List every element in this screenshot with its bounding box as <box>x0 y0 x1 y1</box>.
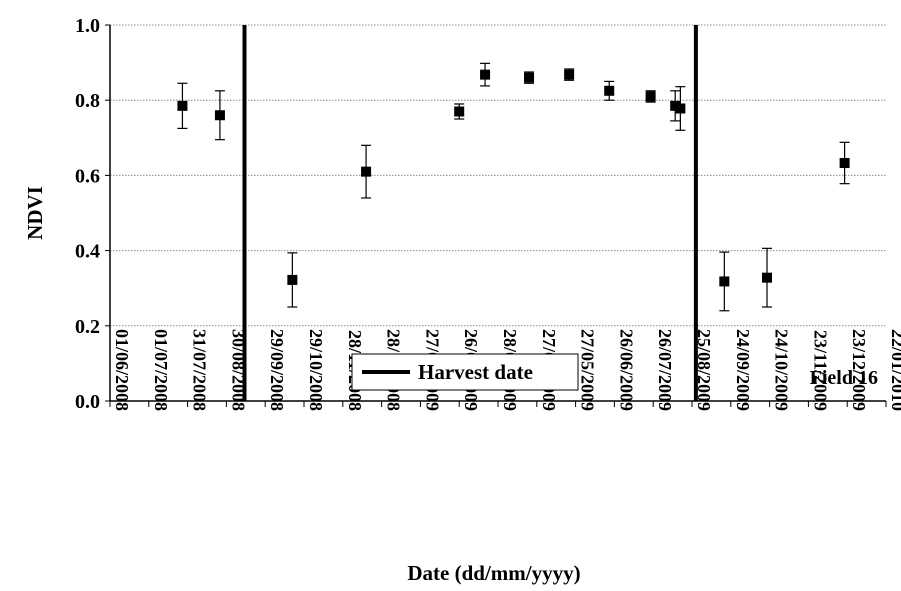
data-point <box>564 68 575 81</box>
x-tick-label: 27/05/2009 <box>578 329 598 411</box>
legend: Harvest date <box>351 353 579 391</box>
y-tick-label: 0.8 <box>75 90 100 112</box>
x-tick-label: 23/11/2009 <box>810 330 830 411</box>
x-tick-label: 01/07/2008 <box>151 329 171 411</box>
point-marker <box>287 274 298 285</box>
x-tick-label: 24/09/2009 <box>733 329 753 411</box>
point-marker <box>524 72 535 83</box>
y-tick-label: 0.2 <box>75 316 100 338</box>
data-point <box>762 247 773 308</box>
data-point <box>287 252 298 308</box>
point-marker <box>675 103 686 114</box>
data-point <box>719 251 730 312</box>
x-tick-label: 29/09/2008 <box>267 329 287 411</box>
data-point <box>454 103 465 120</box>
point-marker <box>480 69 491 80</box>
y-tick-label: 0.4 <box>75 241 100 263</box>
data-point <box>177 82 188 129</box>
data-points <box>177 62 850 312</box>
point-marker <box>762 272 773 283</box>
point-marker <box>670 100 681 111</box>
point-marker <box>604 85 615 96</box>
data-point <box>480 62 491 87</box>
x-tick-label: 29/10/2008 <box>306 329 326 411</box>
point-marker <box>361 166 372 177</box>
x-tick-label: 23/12/2009 <box>849 329 869 411</box>
y-tick-label: 0.0 <box>75 391 100 413</box>
data-point <box>604 80 615 101</box>
point-marker <box>177 100 188 111</box>
data-point <box>645 90 656 103</box>
data-point <box>675 86 686 131</box>
point-marker <box>454 106 465 117</box>
x-tick-label: 26/06/2009 <box>616 329 636 411</box>
x-tick-label: 25/08/2009 <box>694 329 714 411</box>
point-marker <box>839 157 850 168</box>
point-marker <box>564 69 575 80</box>
harvest-lines <box>242 25 698 401</box>
x-tick-label: 22/01/2010 <box>888 329 901 411</box>
point-marker <box>214 110 225 121</box>
x-tick-label: 24/10/2009 <box>772 329 792 411</box>
x-tick-label: 01/06/2008 <box>112 329 132 411</box>
y-tick-label: 1.0 <box>75 15 100 37</box>
data-point <box>524 71 535 84</box>
point-marker <box>645 91 656 102</box>
x-tick-label: 26/07/2009 <box>655 329 675 411</box>
y-axis-title: NDVI <box>23 186 47 240</box>
data-point <box>670 90 681 122</box>
x-axis-title: Date (dd/mm/yyyy) <box>407 561 580 585</box>
point-marker <box>719 276 730 287</box>
grid-lines <box>110 24 886 327</box>
legend-label: Harvest date <box>418 360 533 384</box>
data-point <box>361 144 372 199</box>
data-point <box>839 141 850 185</box>
y-tick-label: 0.6 <box>75 165 100 187</box>
x-tick-label: 31/07/2008 <box>190 329 210 411</box>
y-axis-ticks: 0.0 0.2 0.4 0.6 0.8 1.0 <box>75 15 110 413</box>
data-point <box>214 90 225 141</box>
field-annotation: Field 16 <box>810 367 878 389</box>
